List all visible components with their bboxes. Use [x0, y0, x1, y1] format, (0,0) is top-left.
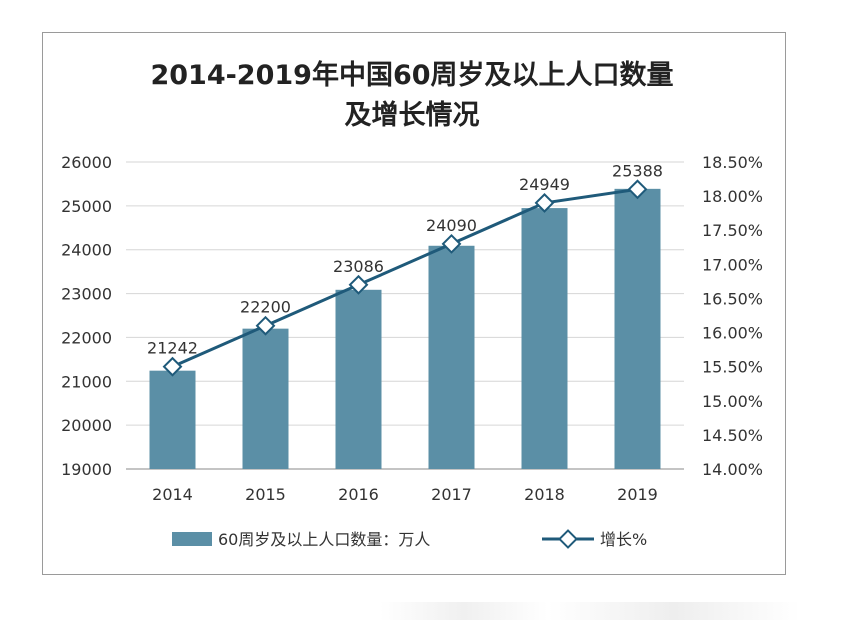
y-right-tick-label: 16.50% — [702, 289, 763, 308]
y-left-tick-label: 22000 — [61, 328, 112, 347]
data-labels: 21242 22200 23086 24090 24949 25388 — [147, 161, 663, 357]
growth-marker-2017 — [441, 233, 462, 254]
y-left-tick-label: 19000 — [61, 460, 112, 479]
y-left-tick-label: 26000 — [61, 153, 112, 172]
y-right-tick-label: 14.00% — [702, 460, 763, 479]
legend-label-bar: 60周岁及以上人口数量：万人 — [218, 530, 430, 549]
bar-2014 — [149, 370, 196, 469]
bar-2019 — [614, 188, 661, 469]
y-left-tick-label: 21000 — [61, 372, 112, 391]
growth-marker-2016 — [348, 274, 369, 295]
data-label-2015: 22200 — [240, 298, 291, 317]
y-right-tick-label: 18.50% — [702, 153, 763, 172]
bar-series — [149, 188, 661, 469]
line-series — [162, 179, 648, 377]
y-left-tick-label: 20000 — [61, 416, 112, 435]
growth-marker-2019 — [627, 179, 648, 200]
y-right-tick-label: 14.50% — [702, 426, 763, 445]
data-label-2016: 23086 — [333, 257, 384, 276]
x-tick-label: 2018 — [524, 485, 565, 504]
legend-label-line: 增长% — [600, 530, 647, 549]
y-right-tick-label: 18.00% — [702, 187, 763, 206]
growth-marker-2015 — [255, 315, 276, 336]
chart-title-line2: 及增长情况 — [345, 99, 480, 131]
data-label-2018: 24949 — [519, 175, 570, 194]
x-tick-label: 2016 — [338, 485, 379, 504]
y-right-tick-label: 15.50% — [702, 358, 763, 377]
legend-swatch-bar — [172, 532, 212, 546]
data-label-2019: 25388 — [612, 161, 663, 180]
data-label-2017: 24090 — [426, 216, 477, 235]
x-tick-label: 2017 — [431, 485, 472, 504]
y-axis-left-ticks: 19000 20000 21000 22000 23000 24000 25000 26000 — [61, 153, 112, 479]
x-tick-label: 2015 — [245, 485, 286, 504]
y-right-tick-label: 15.00% — [702, 392, 763, 411]
legend-swatch-marker — [558, 529, 578, 549]
bar-2015 — [242, 328, 289, 469]
cropped-bottom-text — [380, 602, 800, 620]
chart-frame — [42, 32, 786, 575]
data-label-2014: 21242 — [147, 339, 198, 358]
y-left-tick-label: 24000 — [61, 241, 112, 260]
y-left-tick-label: 25000 — [61, 197, 112, 216]
y-right-tick-label: 17.50% — [702, 221, 763, 240]
y-left-tick-label: 23000 — [61, 285, 112, 304]
legend: 60周岁及以上人口数量：万人 增长% — [172, 529, 647, 549]
bar-2016 — [335, 289, 382, 469]
x-tick-label: 2019 — [617, 485, 658, 504]
y-right-tick-label: 17.00% — [702, 255, 763, 274]
growth-marker-2014 — [162, 356, 183, 377]
bar-2018 — [521, 208, 568, 469]
x-tick-label: 2014 — [152, 485, 193, 504]
y-right-tick-label: 16.00% — [702, 324, 763, 343]
x-axis-ticks: 2014 2015 2016 2017 2018 2019 — [152, 485, 658, 504]
growth-line — [171, 187, 638, 369]
bar-2017 — [428, 245, 475, 469]
growth-marker-2018 — [534, 193, 555, 213]
y-axis-right-ticks: 14.00% 14.50% 15.00% 15.50% 16.00% 16.50% 17.0… — [702, 153, 763, 479]
grid-lines — [126, 161, 684, 470]
chart-title-line1: 2014-2019年中国60周岁及以上人口数量 — [150, 59, 673, 91]
